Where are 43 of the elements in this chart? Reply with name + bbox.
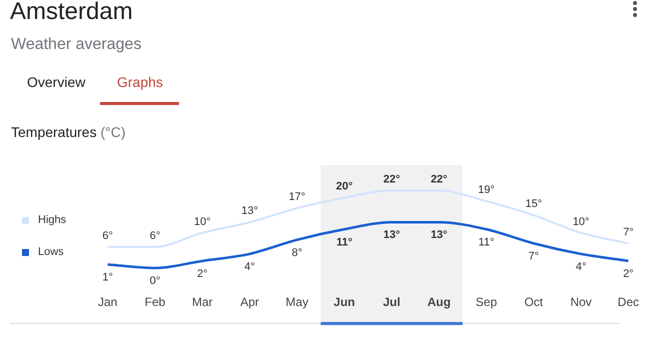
x-tick-label: Dec	[618, 295, 640, 310]
x-tick-label: Jan	[98, 295, 118, 310]
data-label: 20°	[336, 180, 353, 193]
data-label: 6°	[150, 230, 160, 242]
legend-label: Highs	[38, 214, 66, 226]
x-tick-label: Nov	[570, 295, 592, 310]
data-label: 15°	[525, 198, 542, 210]
text: Graphs	[117, 74, 163, 90]
data-label: 10°	[572, 216, 590, 228]
data-label: 22°	[430, 174, 448, 186]
data-label: 11°	[478, 236, 494, 248]
data-label: 4°	[576, 260, 586, 273]
data-label: 2°	[197, 268, 208, 280]
data-label: 10°	[194, 216, 211, 228]
data-label: 11°	[336, 236, 352, 248]
data-label: 7°	[528, 250, 539, 262]
data-label: 19°	[478, 184, 495, 196]
data-label: 8°	[292, 246, 302, 259]
legend-label: Lows	[38, 246, 64, 258]
data-label: 22°	[383, 174, 400, 186]
data-label: 1°	[102, 271, 113, 284]
x-tick-label: Mar	[192, 295, 213, 310]
data-label: 7°	[623, 226, 634, 238]
data-label: 13°	[383, 229, 400, 242]
chart-subtitle: Weather averages	[11, 36, 142, 54]
data-label: 6°	[102, 230, 113, 242]
x-tick-label: May	[286, 295, 308, 310]
data-label: 0°	[150, 275, 160, 287]
data-label: 2°	[623, 268, 634, 280]
data-label: 17°	[288, 191, 306, 204]
x-tick-label: Sep	[476, 295, 498, 310]
x-tick-label: Aug	[427, 295, 451, 310]
chart-title: Amsterdam	[10, 0, 133, 26]
x-tick-label: Feb	[144, 295, 166, 310]
x-tick-label: Oct	[524, 295, 544, 310]
x-tick-label: Jun	[334, 295, 356, 310]
data-label: 13°	[430, 229, 448, 242]
text: Overview	[27, 74, 86, 90]
y-axis-title: Temperatures (°C)	[11, 124, 126, 140]
x-tick-label: Apr	[240, 295, 260, 310]
x-tick-label: Jul	[382, 295, 400, 310]
data-label: 4°	[244, 260, 255, 273]
data-label: 13°	[241, 205, 258, 218]
